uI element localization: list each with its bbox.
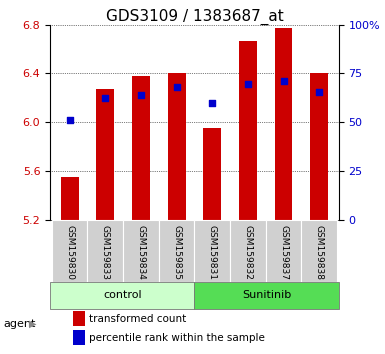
Bar: [168, 73, 186, 219]
Bar: [52, 219, 87, 282]
Bar: [50, 282, 194, 309]
Text: GSM159831: GSM159831: [208, 224, 217, 280]
Bar: [203, 128, 221, 219]
Bar: [87, 219, 123, 282]
Point: [138, 92, 144, 98]
Title: GDS3109 / 1383687_at: GDS3109 / 1383687_at: [105, 8, 283, 25]
Point: [174, 85, 180, 90]
Bar: [230, 219, 266, 282]
Bar: [194, 282, 339, 309]
Bar: [159, 219, 194, 282]
Text: GSM159833: GSM159833: [101, 224, 110, 280]
Bar: [132, 76, 150, 219]
Text: transformed count: transformed count: [89, 314, 186, 324]
Point: [316, 89, 322, 95]
Text: agent: agent: [4, 319, 36, 329]
Text: GSM159838: GSM159838: [315, 224, 324, 280]
Bar: [73, 331, 85, 345]
Text: GSM159837: GSM159837: [279, 224, 288, 280]
Text: Sunitinib: Sunitinib: [242, 290, 291, 301]
Bar: [61, 177, 79, 219]
Text: GSM159830: GSM159830: [65, 224, 74, 280]
Text: GSM159832: GSM159832: [243, 224, 253, 279]
Text: ▶: ▶: [29, 319, 36, 329]
Bar: [96, 89, 114, 219]
Bar: [266, 219, 301, 282]
Bar: [73, 311, 85, 326]
Point: [102, 95, 109, 101]
Text: control: control: [103, 290, 142, 301]
Point: [67, 117, 73, 122]
Bar: [123, 219, 159, 282]
Text: GSM159835: GSM159835: [172, 224, 181, 280]
Point: [245, 81, 251, 87]
Text: percentile rank within the sample: percentile rank within the sample: [89, 333, 265, 343]
Point: [209, 100, 215, 105]
Bar: [310, 73, 328, 219]
Bar: [275, 28, 293, 219]
Bar: [301, 219, 337, 282]
Bar: [194, 219, 230, 282]
Bar: [239, 41, 257, 219]
Text: GSM159834: GSM159834: [136, 224, 146, 279]
Point: [280, 79, 286, 84]
